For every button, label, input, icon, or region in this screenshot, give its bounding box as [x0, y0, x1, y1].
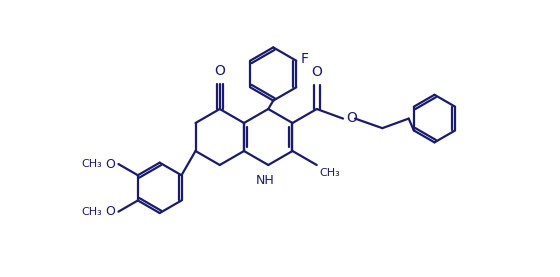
Text: O: O [311, 65, 322, 79]
Text: O: O [106, 205, 115, 218]
Text: CH₃: CH₃ [320, 168, 340, 178]
Text: CH₃: CH₃ [82, 207, 102, 217]
Text: NH: NH [256, 174, 274, 187]
Text: O: O [214, 64, 225, 78]
Text: F: F [300, 52, 309, 66]
Text: CH₃: CH₃ [82, 159, 102, 169]
Text: O: O [346, 111, 357, 125]
Text: O: O [106, 158, 115, 171]
